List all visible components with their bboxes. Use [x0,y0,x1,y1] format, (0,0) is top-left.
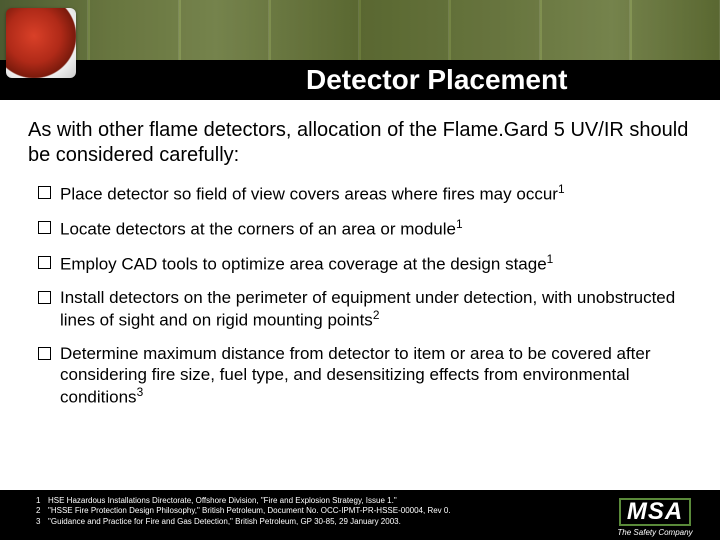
list-item: Locate detectors at the corners of an ar… [38,217,690,240]
footnotes: 1HSE Hazardous Installations Directorate… [36,496,600,527]
list-item: Employ CAD tools to optimize area covera… [38,252,690,275]
logo-tagline: The Safety Company [617,528,692,538]
logo-text: MSA [619,498,691,526]
list-item: Place detector so field of view covers a… [38,182,690,205]
detector-product-image [6,8,76,78]
content-area: As with other flame detectors, allocatio… [0,100,720,408]
list-item: Determine maximum distance from detector… [38,343,690,408]
footer-bar: 1HSE Hazardous Installations Directorate… [0,490,720,540]
footnote: 2"HSSE Fire Protection Design Philosophy… [36,506,600,516]
header-band: Detector Placement [0,0,720,100]
photo-collage-strip [0,0,720,60]
footnote: 1HSE Hazardous Installations Directorate… [36,496,600,506]
list-item: Install detectors on the perimeter of eq… [38,287,690,331]
bullet-list: Place detector so field of view covers a… [28,182,690,408]
brand-logo: MSA The Safety Company [600,496,710,538]
slide-title: Detector Placement [300,60,710,100]
intro-text: As with other flame detectors, allocatio… [28,118,690,168]
footnote: 3"Guidance and Practice for Fire and Gas… [36,517,600,527]
